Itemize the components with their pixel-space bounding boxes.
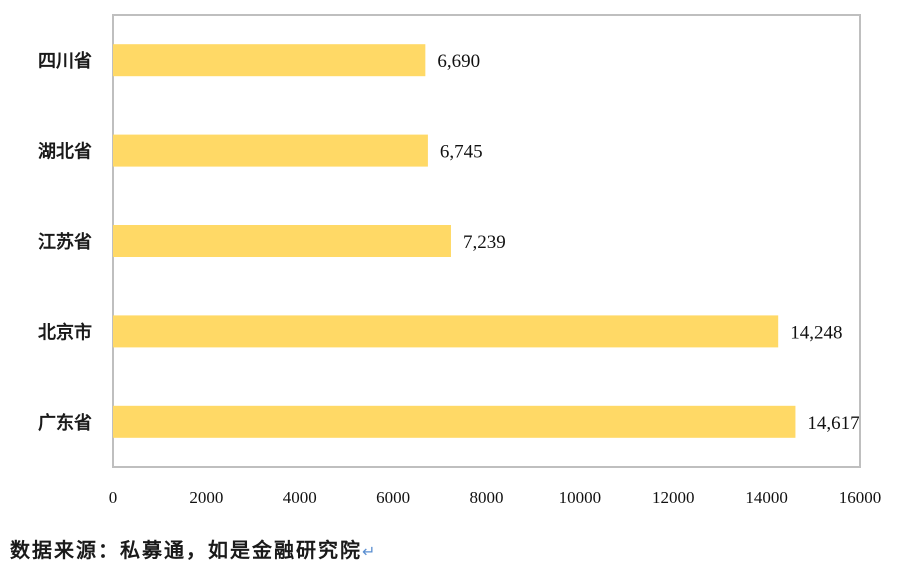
value-label: 6,690 <box>437 51 480 72</box>
bars-layer <box>113 44 796 438</box>
value-label: 6,745 <box>440 142 483 163</box>
category-label: 北京市 <box>38 321 92 343</box>
x-tick-label: 12000 <box>652 488 695 507</box>
bar <box>113 405 796 438</box>
value-label: 14,248 <box>790 322 842 343</box>
labels-layer: 四川省 6,690 湖北省 6,745 江苏省 7,239 北京市 14,248 广东省 14,6… <box>38 50 860 434</box>
x-tick-label: 10000 <box>559 488 602 507</box>
category-label: 江苏省 <box>38 231 92 253</box>
value-label: 7,239 <box>463 232 506 253</box>
x-tick-label: 14000 <box>745 488 788 507</box>
source-text: 数据来源：私募通，如是金融研究院 <box>10 538 362 562</box>
x-tick-label: 4000 <box>283 488 317 507</box>
category-label: 湖北省 <box>38 141 92 163</box>
x-tick-label: 8000 <box>470 488 504 507</box>
x-tick-label: 2000 <box>189 488 223 507</box>
x-axis-ticks: 0 2000 4000 6000 8000 10000 12000 14000 16000 <box>109 488 882 507</box>
category-label: 广东省 <box>38 412 92 434</box>
bar <box>113 44 426 77</box>
category-label: 四川省 <box>38 50 92 72</box>
source-note: 数据来源：私募通，如是金融研究院↵ <box>10 534 375 563</box>
value-label: 14,617 <box>807 413 859 434</box>
x-tick-label: 16000 <box>839 488 882 507</box>
bar <box>113 315 779 348</box>
bar <box>113 134 428 167</box>
bar-chart: 四川省 6,690 湖北省 6,745 江苏省 7,239 北京市 14,248 广东省 14,6… <box>38 14 882 507</box>
x-tick-label: 0 <box>109 488 118 507</box>
return-mark: ↵ <box>362 542 376 561</box>
x-tick-label: 6000 <box>376 488 410 507</box>
bar <box>113 225 451 257</box>
